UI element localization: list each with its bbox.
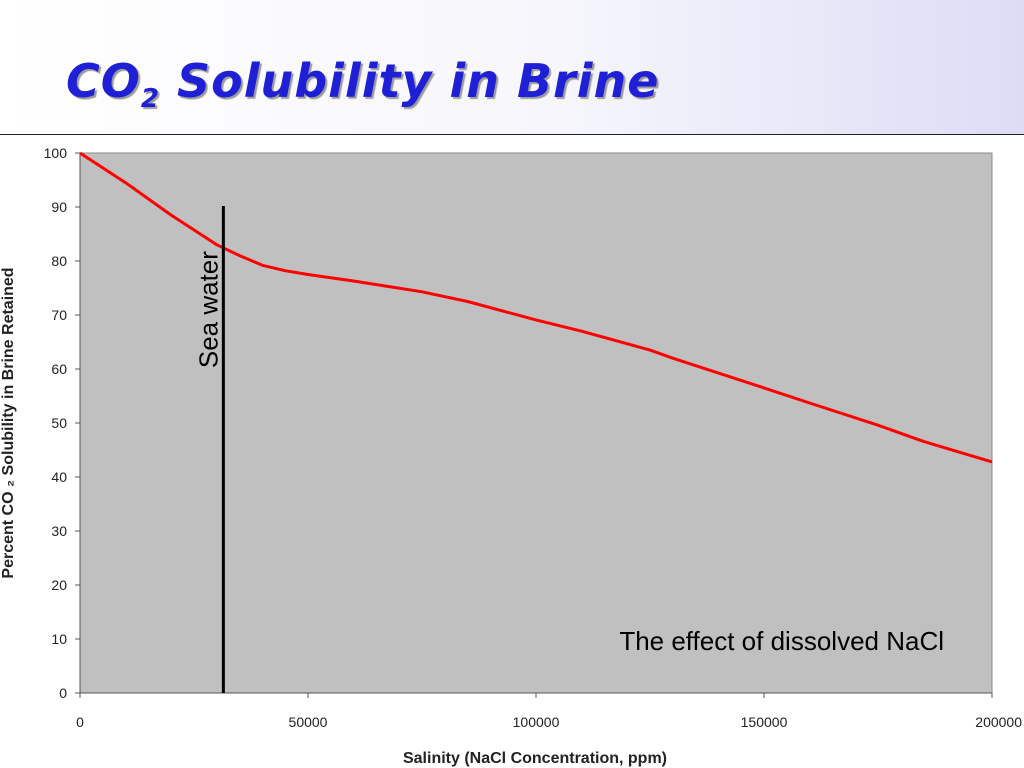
- slide-title-subscript: 2: [140, 84, 160, 114]
- slide-title-co: CO: [66, 54, 141, 108]
- title-divider: [0, 134, 1024, 135]
- y-tick-label: 80: [51, 253, 67, 269]
- x-axis-title: Salinity (NaCl Concentration, ppm): [403, 750, 667, 767]
- y-tick-label: 30: [51, 523, 67, 539]
- y-tick-label: 10: [51, 631, 67, 647]
- y-tick-label: 70: [51, 307, 67, 323]
- y-tick-label: 40: [51, 469, 67, 485]
- y-tick-label: 50: [51, 415, 67, 431]
- y-tick-label: 20: [51, 577, 67, 593]
- slide-title: CO2 Solubility in Brine: [66, 54, 660, 114]
- sea-water-label: Sea water: [193, 251, 223, 368]
- y-tick-label: 90: [51, 199, 67, 215]
- series-line-0: [79, 151, 993, 464]
- y-axis-title: Percent CO ₂ Solubility in Brine Retaine…: [0, 267, 17, 578]
- co2-solubility-chart: 0 10 20 30 40 50 60 70 80 90 100 0 50000 100000 150000…: [0, 145, 1022, 767]
- chart-annotation: The effect of dissolved NaCl: [619, 626, 944, 656]
- y-tick-label: 0: [59, 685, 67, 701]
- x-tick-label: 200000: [975, 714, 1022, 730]
- plot-area: [79, 152, 993, 694]
- x-tick-label: 0: [76, 714, 84, 730]
- slide-title-rest: Solubility in Brine: [159, 54, 660, 108]
- y-tick-label: 100: [44, 145, 68, 161]
- title-band: [0, 0, 1024, 134]
- y-tick-label: 60: [51, 361, 67, 377]
- x-tick-label: 100000: [513, 714, 560, 730]
- x-tick-label: 150000: [741, 714, 788, 730]
- x-tick-label: 50000: [289, 714, 328, 730]
